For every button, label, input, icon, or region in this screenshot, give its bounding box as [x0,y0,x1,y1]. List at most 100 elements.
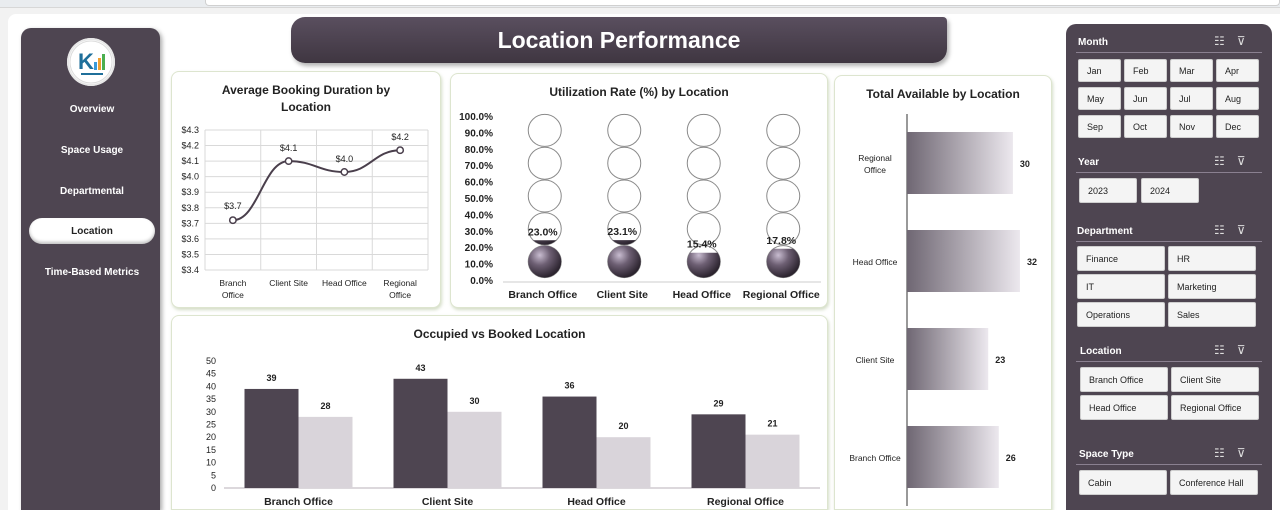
sidebar: K Overview Space Usage Departmental Loca… [21,28,160,510]
year-option-2024[interactable]: 2024 [1141,178,1199,203]
y-tick-label: Branch Office [849,453,901,463]
month-option-dec[interactable]: Dec [1216,115,1259,138]
avg-duration-title: Average Booking Duration by Location [221,83,391,114]
department-option-it[interactable]: IT [1077,274,1165,299]
clear-filter-icon[interactable]: ⊽ [1236,343,1246,357]
total-available-bar [907,132,1013,194]
x-tick-label: Regional [383,278,417,288]
bubble-outline [766,212,801,246]
location-option-head-office[interactable]: Head Office [1080,395,1168,420]
x-tick-label: Head Office [673,289,732,301]
department-option-finance[interactable]: Finance [1077,246,1165,271]
avg-duration-chart: $3.4 $3.5 $3.6 $3.7 $3.8 $3.9 $4.0 $4.1 $4.2 $4.3… [181,125,429,300]
booked-bar [447,411,502,488]
y-tick-label: $4.2 [181,141,199,151]
month-option-aug[interactable]: Aug [1216,87,1259,110]
y-tick-label: 60.0% [465,178,493,189]
svg-text:K: K [78,49,94,74]
utilization-chart: 0.0% 10.0% 20.0% 30.0% 40.0% 50.0% 60.0% 70.0% 8… [459,112,821,301]
y-tick-label: $3.9 [181,187,199,197]
y-tick-label: 0.0% [470,276,493,287]
month-option-sep[interactable]: Sep [1078,115,1121,138]
month-option-jun[interactable]: Jun [1124,87,1167,110]
y-tick-label: 45 [206,369,216,379]
data-label: 23.1% [607,226,637,238]
department-option-sales[interactable]: Sales [1168,302,1256,327]
data-label: 30 [1020,159,1030,169]
nav-departmental[interactable]: Departmental [60,185,124,197]
x-tick-label: Office [389,290,411,300]
department-option-marketing[interactable]: Marketing [1168,274,1256,299]
clear-filter-icon[interactable]: ⊽ [1236,154,1246,168]
data-label: 21 [767,419,777,429]
month-option-jul[interactable]: Jul [1170,87,1213,110]
data-label: $3.7 [224,201,242,211]
utilization-bar [687,252,721,278]
occupied-bar [691,414,746,488]
month-option-apr[interactable]: Apr [1216,59,1259,82]
department-option-operations[interactable]: Operations [1077,302,1165,327]
y-tick-label: 40 [206,381,216,391]
bubble-outline [686,179,721,213]
space-type-separator [1076,464,1262,465]
y-tick-label: $3.7 [181,218,199,228]
x-tick-label: Head Office [322,278,367,288]
data-point [228,216,237,225]
space-type-filter-title: Space Type [1079,449,1134,460]
location-option-regional-office[interactable]: Regional Office [1171,395,1259,420]
multi-select-icon[interactable]: ☷ [1214,34,1225,48]
multi-select-icon[interactable]: ☷ [1214,154,1225,168]
month-option-oct[interactable]: Oct [1124,115,1167,138]
bubble-outline [527,146,562,180]
y-tick-label: 40.0% [465,210,493,221]
location-option-client-site[interactable]: Client Site [1171,367,1259,392]
space-type-option-cabin[interactable]: Cabin [1079,470,1167,495]
utilization-bar [612,240,636,245]
month-option-feb[interactable]: Feb [1124,59,1167,82]
data-label: 15.4% [687,239,717,251]
clear-filter-icon[interactable]: ⊽ [1236,446,1246,460]
filter-panel: Month ☷ ⊽ Jan Feb Mar Apr May Jun Jul Aug Sep Oct N… [1066,24,1272,510]
multi-select-icon[interactable]: ☷ [1214,446,1225,460]
month-option-mar[interactable]: Mar [1170,59,1213,82]
month-filter-title: Month [1078,37,1108,48]
company-logo: K [67,38,115,86]
nav-space-usage[interactable]: Space Usage [60,144,124,156]
y-tick-label: $4.0 [181,172,199,182]
multi-select-icon[interactable]: ☷ [1214,343,1225,357]
clear-filter-icon[interactable]: ⊽ [1236,223,1246,237]
x-tick-label: Regional Office [743,289,820,301]
y-tick-label: 30 [206,407,216,417]
month-option-nov[interactable]: Nov [1170,115,1213,138]
fill-group [766,248,800,278]
data-label: 23 [995,355,1005,365]
total-available-bar [907,426,999,488]
data-label: 17.8% [766,235,796,247]
data-label: 32 [1027,257,1037,267]
data-point [284,157,293,166]
data-label: 26 [1006,453,1016,463]
location-option-branch-office[interactable]: Branch Office [1080,367,1168,392]
space-type-option-conference-hall[interactable]: Conference Hall [1170,470,1258,495]
booked-bar [596,437,651,488]
bubble-outline [686,113,721,147]
y-tick-label: Client Site [856,355,895,365]
data-label: $4.2 [391,132,409,142]
year-option-2023[interactable]: 2023 [1079,178,1137,203]
month-option-may[interactable]: May [1078,87,1121,110]
nav-time-based-metrics[interactable]: Time-Based Metrics [44,266,140,278]
x-tick-label: Branch Office [508,289,577,301]
nav-overview[interactable]: Overview [69,103,115,115]
y-tick-label: 10.0% [465,260,493,271]
clear-filter-icon[interactable]: ⊽ [1236,34,1246,48]
month-option-jan[interactable]: Jan [1078,59,1121,82]
space-type-filter-icons: ☷ ⊽ [1214,446,1246,460]
nav-location[interactable]: Location [29,218,155,244]
utilization-bar [533,240,557,245]
year-filter-icons: ☷ ⊽ [1214,154,1246,168]
multi-select-icon[interactable]: ☷ [1214,223,1225,237]
fill-group [528,240,562,278]
y-tick-label: 30.0% [465,227,493,238]
department-option-hr[interactable]: HR [1168,246,1256,271]
total-available-bar [907,230,1020,292]
